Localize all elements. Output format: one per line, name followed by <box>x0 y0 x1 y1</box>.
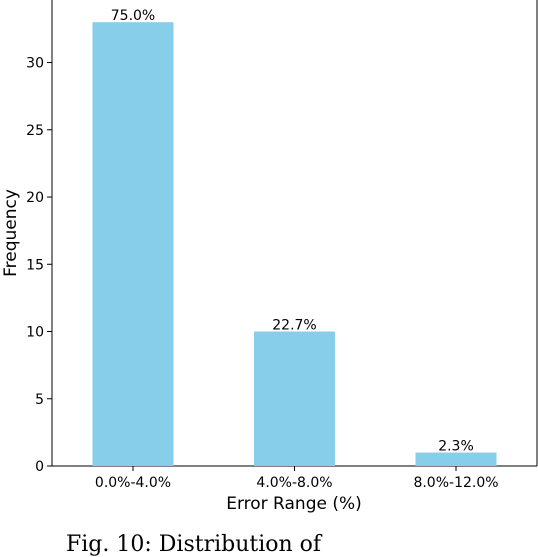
bar <box>92 22 174 466</box>
y-tick-label: 10 <box>26 325 44 341</box>
x-tick-label: 8.0%-12.0% <box>413 475 498 491</box>
bars <box>92 22 497 466</box>
y-tick-label: 5 <box>35 392 44 408</box>
figure-caption: Fig. 10: Distribution of <box>66 532 322 557</box>
x-axis-label: Error Range (%) <box>226 494 362 514</box>
bar-data-label: 2.3% <box>438 439 474 455</box>
bar-data-label: 22.7% <box>272 318 316 334</box>
bar <box>254 331 335 466</box>
bar-chart: 0 5 10 15 20 25 30 0.0%-4.0% 75.0% 4.0%-8.0% 22.7… <box>1 0 538 514</box>
labels: 0.0%-4.0% 75.0% 4.0%-8.0% 22.7% 8.0%-12.0% 2.… <box>95 8 499 491</box>
x-tick-label: 4.0%-8.0% <box>256 475 332 491</box>
y-axis-label: Frequency <box>1 189 21 277</box>
y-tick-label: 25 <box>26 123 44 139</box>
y-tick-label: 30 <box>26 56 44 72</box>
bar <box>415 452 497 466</box>
y-tick-label: 0 <box>35 459 44 475</box>
bar-data-label: 75.0% <box>111 8 155 24</box>
x-tick-label: 0.0%-4.0% <box>95 475 171 491</box>
y-tick-label: 20 <box>26 190 44 206</box>
y-tick-label: 15 <box>26 257 44 273</box>
